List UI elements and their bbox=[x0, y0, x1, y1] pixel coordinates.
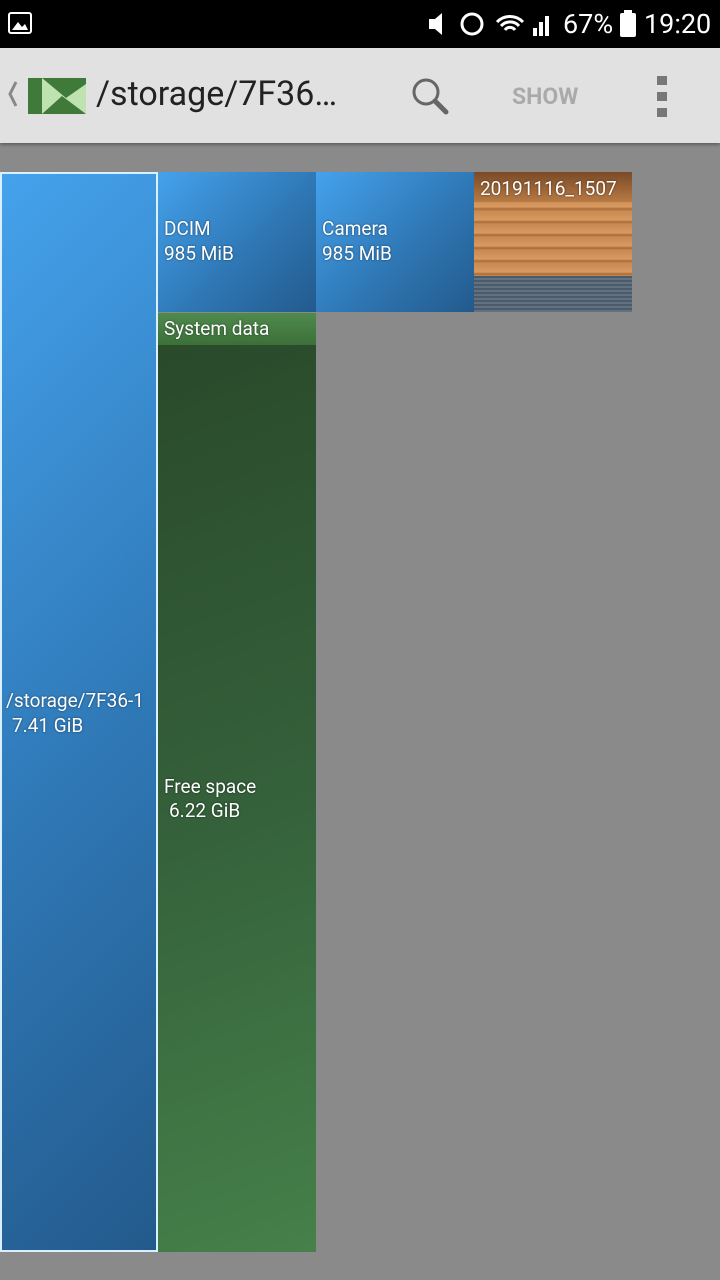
gallery-icon bbox=[8, 12, 32, 34]
folder-block[interactable]: DCIM 985 MiB bbox=[158, 172, 316, 312]
status-bar: 67% 19:20 bbox=[0, 0, 720, 48]
free-space-label: Free space bbox=[164, 775, 257, 798]
search-button[interactable] bbox=[410, 76, 450, 116]
status-icons bbox=[429, 12, 549, 36]
thumbnail-header bbox=[474, 172, 632, 202]
thumbnail-stripes bbox=[474, 276, 632, 312]
folder-block[interactable]: Camera 985 MiB bbox=[316, 172, 474, 312]
toolbar-title: /storage/7F36… bbox=[96, 74, 338, 114]
toolbar: /storage/7F36… SHOW bbox=[0, 48, 720, 143]
overflow-menu[interactable] bbox=[656, 74, 670, 118]
root-name: /storage/7F36-1 bbox=[6, 689, 144, 712]
battery-icon bbox=[620, 10, 636, 37]
folder-size: 985 MiB bbox=[164, 242, 234, 265]
system-data-label: System data bbox=[164, 317, 270, 340]
free-space-block[interactable]: Free space 6.22 GiB bbox=[158, 345, 316, 1252]
root-size: 7.41 GiB bbox=[12, 714, 84, 737]
folder-size: 985 MiB bbox=[322, 242, 392, 265]
file-name: 20191116_1507 bbox=[480, 177, 617, 200]
battery-percent: 67% bbox=[563, 8, 614, 40]
root-block[interactable]: /storage/7F36-1 7.41 GiB bbox=[0, 172, 158, 1252]
file-thumbnail-block[interactable]: 20191116_1507 bbox=[474, 172, 632, 312]
folder-name: DCIM bbox=[164, 217, 211, 240]
folder-name: Camera bbox=[322, 217, 388, 240]
system-data-block[interactable]: System data bbox=[158, 313, 316, 345]
show-button[interactable]: SHOW bbox=[512, 83, 579, 110]
app-icon[interactable] bbox=[6, 74, 92, 118]
free-space-size: 6.22 GiB bbox=[169, 799, 241, 822]
clock: 19:20 bbox=[644, 8, 712, 40]
